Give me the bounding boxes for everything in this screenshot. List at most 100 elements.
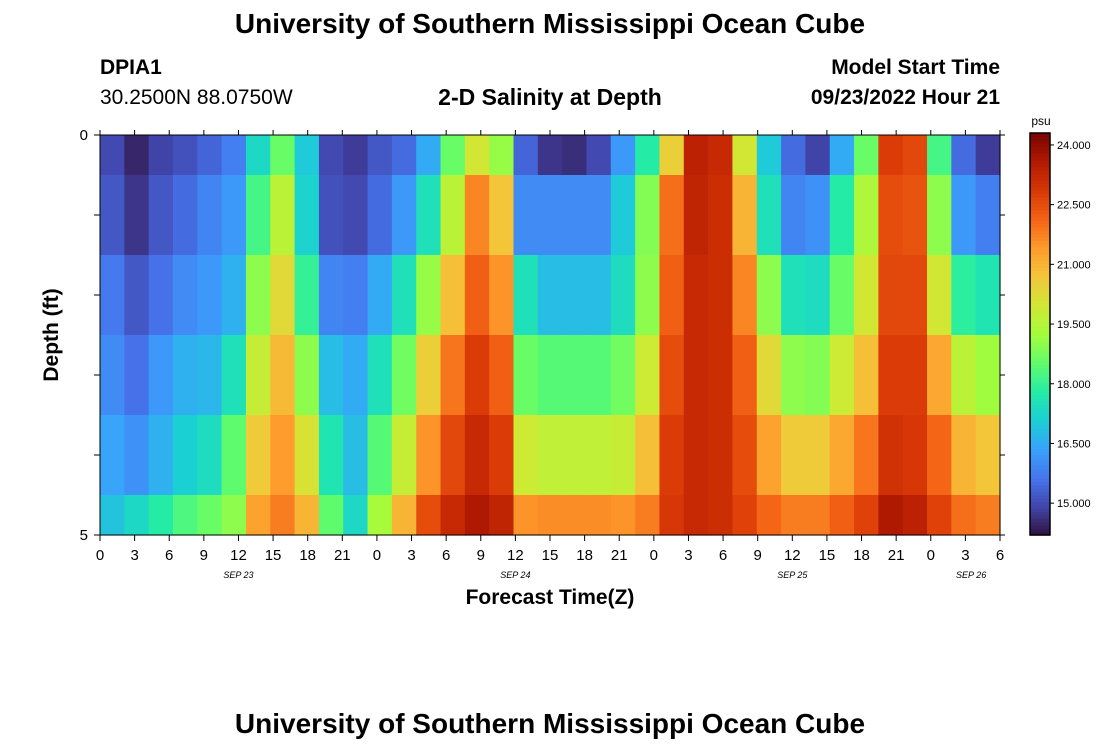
heatmap-cell [391, 135, 417, 176]
colorbar-segment [1030, 357, 1050, 362]
colorbar-segment [1030, 159, 1050, 164]
y-tick-label: 5 [80, 527, 88, 544]
plot-title: 2-D Salinity at Depth [438, 84, 662, 110]
heatmap-cell [221, 495, 247, 536]
heatmap-cell [878, 135, 904, 176]
colorbar-segment [1030, 380, 1050, 385]
colorbar-segment [1030, 424, 1050, 429]
heatmap-cell [805, 415, 831, 496]
heatmap-cell [732, 335, 758, 416]
heatmap-cell [245, 255, 271, 336]
colorbar-segment [1030, 370, 1050, 375]
x-tick-label: 9 [754, 547, 762, 564]
heatmap-cell [732, 175, 758, 256]
heatmap-cell [100, 255, 125, 336]
colorbar-segment [1030, 273, 1050, 278]
colorbar-segment [1030, 390, 1050, 395]
heatmap-cell [124, 335, 150, 416]
x-tick-label: 18 [576, 547, 593, 564]
x-tick-label: 9 [200, 547, 208, 564]
heatmap-cell [172, 415, 198, 496]
colorbar-segment [1030, 226, 1050, 231]
heatmap-cell [927, 175, 952, 256]
heatmap-cell [951, 335, 977, 416]
x-tick-label: 0 [96, 547, 104, 564]
colorbar-segment [1030, 136, 1050, 141]
heatmap-cell [732, 495, 758, 536]
heatmap-cell [927, 255, 952, 336]
heatmap-cell [245, 495, 271, 536]
heatmap-cell [440, 175, 466, 256]
colorbar-segment [1030, 488, 1050, 493]
colorbar-segment [1030, 320, 1050, 325]
heatmap-cell [610, 415, 636, 496]
colorbar-segment [1030, 156, 1050, 161]
heatmap-cell [221, 335, 247, 416]
heatmap-cell [610, 255, 636, 336]
colorbar-segment [1030, 524, 1050, 529]
heatmap-cell [489, 255, 515, 336]
heatmap-cell [464, 495, 490, 536]
heatmap-cell [683, 335, 709, 416]
model-start-label: Model Start Time [831, 56, 1000, 79]
colorbar-segment [1030, 504, 1050, 509]
heatmap-cell [854, 495, 879, 536]
heatmap-cell [124, 175, 150, 256]
heatmap-cell [148, 415, 174, 496]
heatmap-cell [294, 495, 320, 536]
footer-title: University of Southern Mississippi Ocean… [234, 708, 866, 739]
colorbar-segment [1030, 468, 1050, 472]
heatmap-cell [708, 175, 734, 256]
colorbar-segment [1030, 189, 1050, 194]
heatmap-cell [635, 335, 661, 416]
heatmap-cell [781, 175, 806, 256]
heatmap-cell [318, 415, 344, 496]
colorbar-segment [1030, 256, 1050, 261]
heatmap-cell [148, 255, 174, 336]
colorbar-segment [1030, 283, 1050, 288]
heatmap-cell [975, 255, 1001, 336]
heatmap-cell [391, 175, 417, 256]
heatmap-cell [975, 415, 1001, 496]
heatmap-cell [245, 175, 271, 256]
heatmap-cell [902, 335, 928, 416]
colorbar-segment [1030, 310, 1050, 315]
heatmap-cell [513, 175, 539, 256]
heatmap-cell [172, 335, 198, 416]
heatmap-cell [683, 175, 709, 256]
heatmap-cell [124, 135, 150, 176]
heatmap-cell [878, 255, 904, 336]
colorbar-segment [1030, 193, 1050, 198]
heatmap-cell [683, 135, 709, 176]
heatmap-cell [100, 175, 125, 256]
heatmap-cell [294, 175, 320, 256]
heatmap-cell [513, 495, 539, 536]
heatmap-cell [124, 255, 150, 336]
heatmap-cell [124, 495, 150, 536]
heatmap-cell [635, 495, 661, 536]
colorbar-segment [1030, 153, 1050, 158]
heatmap-cell [100, 495, 125, 536]
heatmap-cell [659, 495, 685, 536]
heatmap-cell [805, 495, 831, 536]
x-tick-label: 6 [996, 547, 1004, 564]
heatmap-cell [683, 415, 709, 496]
heatmap-cell [197, 175, 223, 256]
colorbar-segment [1030, 350, 1050, 355]
colorbar-segment [1030, 323, 1050, 328]
heatmap-cell [586, 415, 612, 496]
heatmap-cell [562, 495, 588, 536]
heatmap-cell [318, 175, 344, 256]
heatmap-cell [610, 135, 636, 176]
colorbar-segment [1030, 236, 1050, 241]
colorbar-segment [1030, 347, 1050, 352]
colorbar-segment [1030, 508, 1050, 513]
heatmap-cell [902, 255, 928, 336]
heatmap-cell [100, 135, 125, 176]
colorbar-segment [1030, 277, 1050, 281]
colorbar-segment [1030, 364, 1050, 369]
heatmap-cell [975, 135, 1001, 176]
heatmap-cell [513, 135, 539, 176]
x-tick-label: 3 [961, 547, 969, 564]
heatmap-cell [878, 175, 904, 256]
